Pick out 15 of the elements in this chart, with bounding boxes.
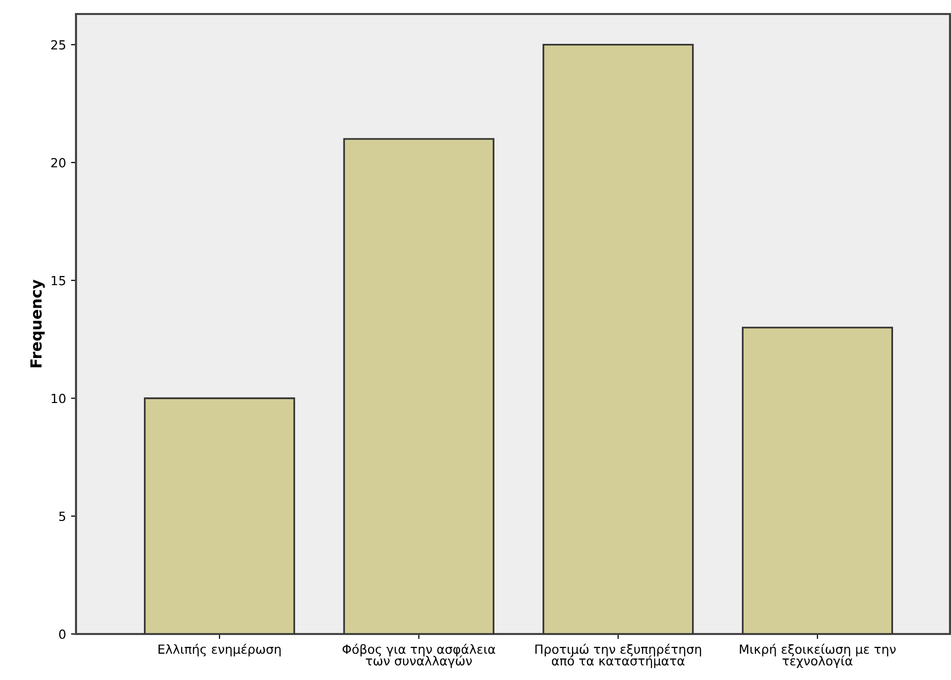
bar: [542, 44, 694, 634]
y-tick-label: 20: [51, 158, 66, 168]
x-tick-label: Μικρή εξοικείωση με την τεχνολογία: [740, 644, 896, 668]
y-tick-label: 25: [51, 40, 66, 50]
y-axis-title: Frequency: [30, 280, 45, 368]
y-tick-label: 5: [59, 512, 66, 522]
x-tick-label: Προτιμώ την εξυπηρέτηση από τα καταστήματα: [535, 644, 702, 668]
y-tick-label: 0: [59, 629, 66, 639]
bar: [144, 397, 296, 634]
bar: [343, 138, 494, 634]
bar: [742, 326, 894, 634]
x-tick-label: Φόβος για την ασφάλεια των συναλλαγών: [342, 644, 496, 668]
y-tick-label: 10: [52, 394, 66, 404]
y-tick-label: 15: [52, 276, 66, 286]
x-tick-label: Ελλιπής ενημέρωση: [158, 644, 281, 656]
